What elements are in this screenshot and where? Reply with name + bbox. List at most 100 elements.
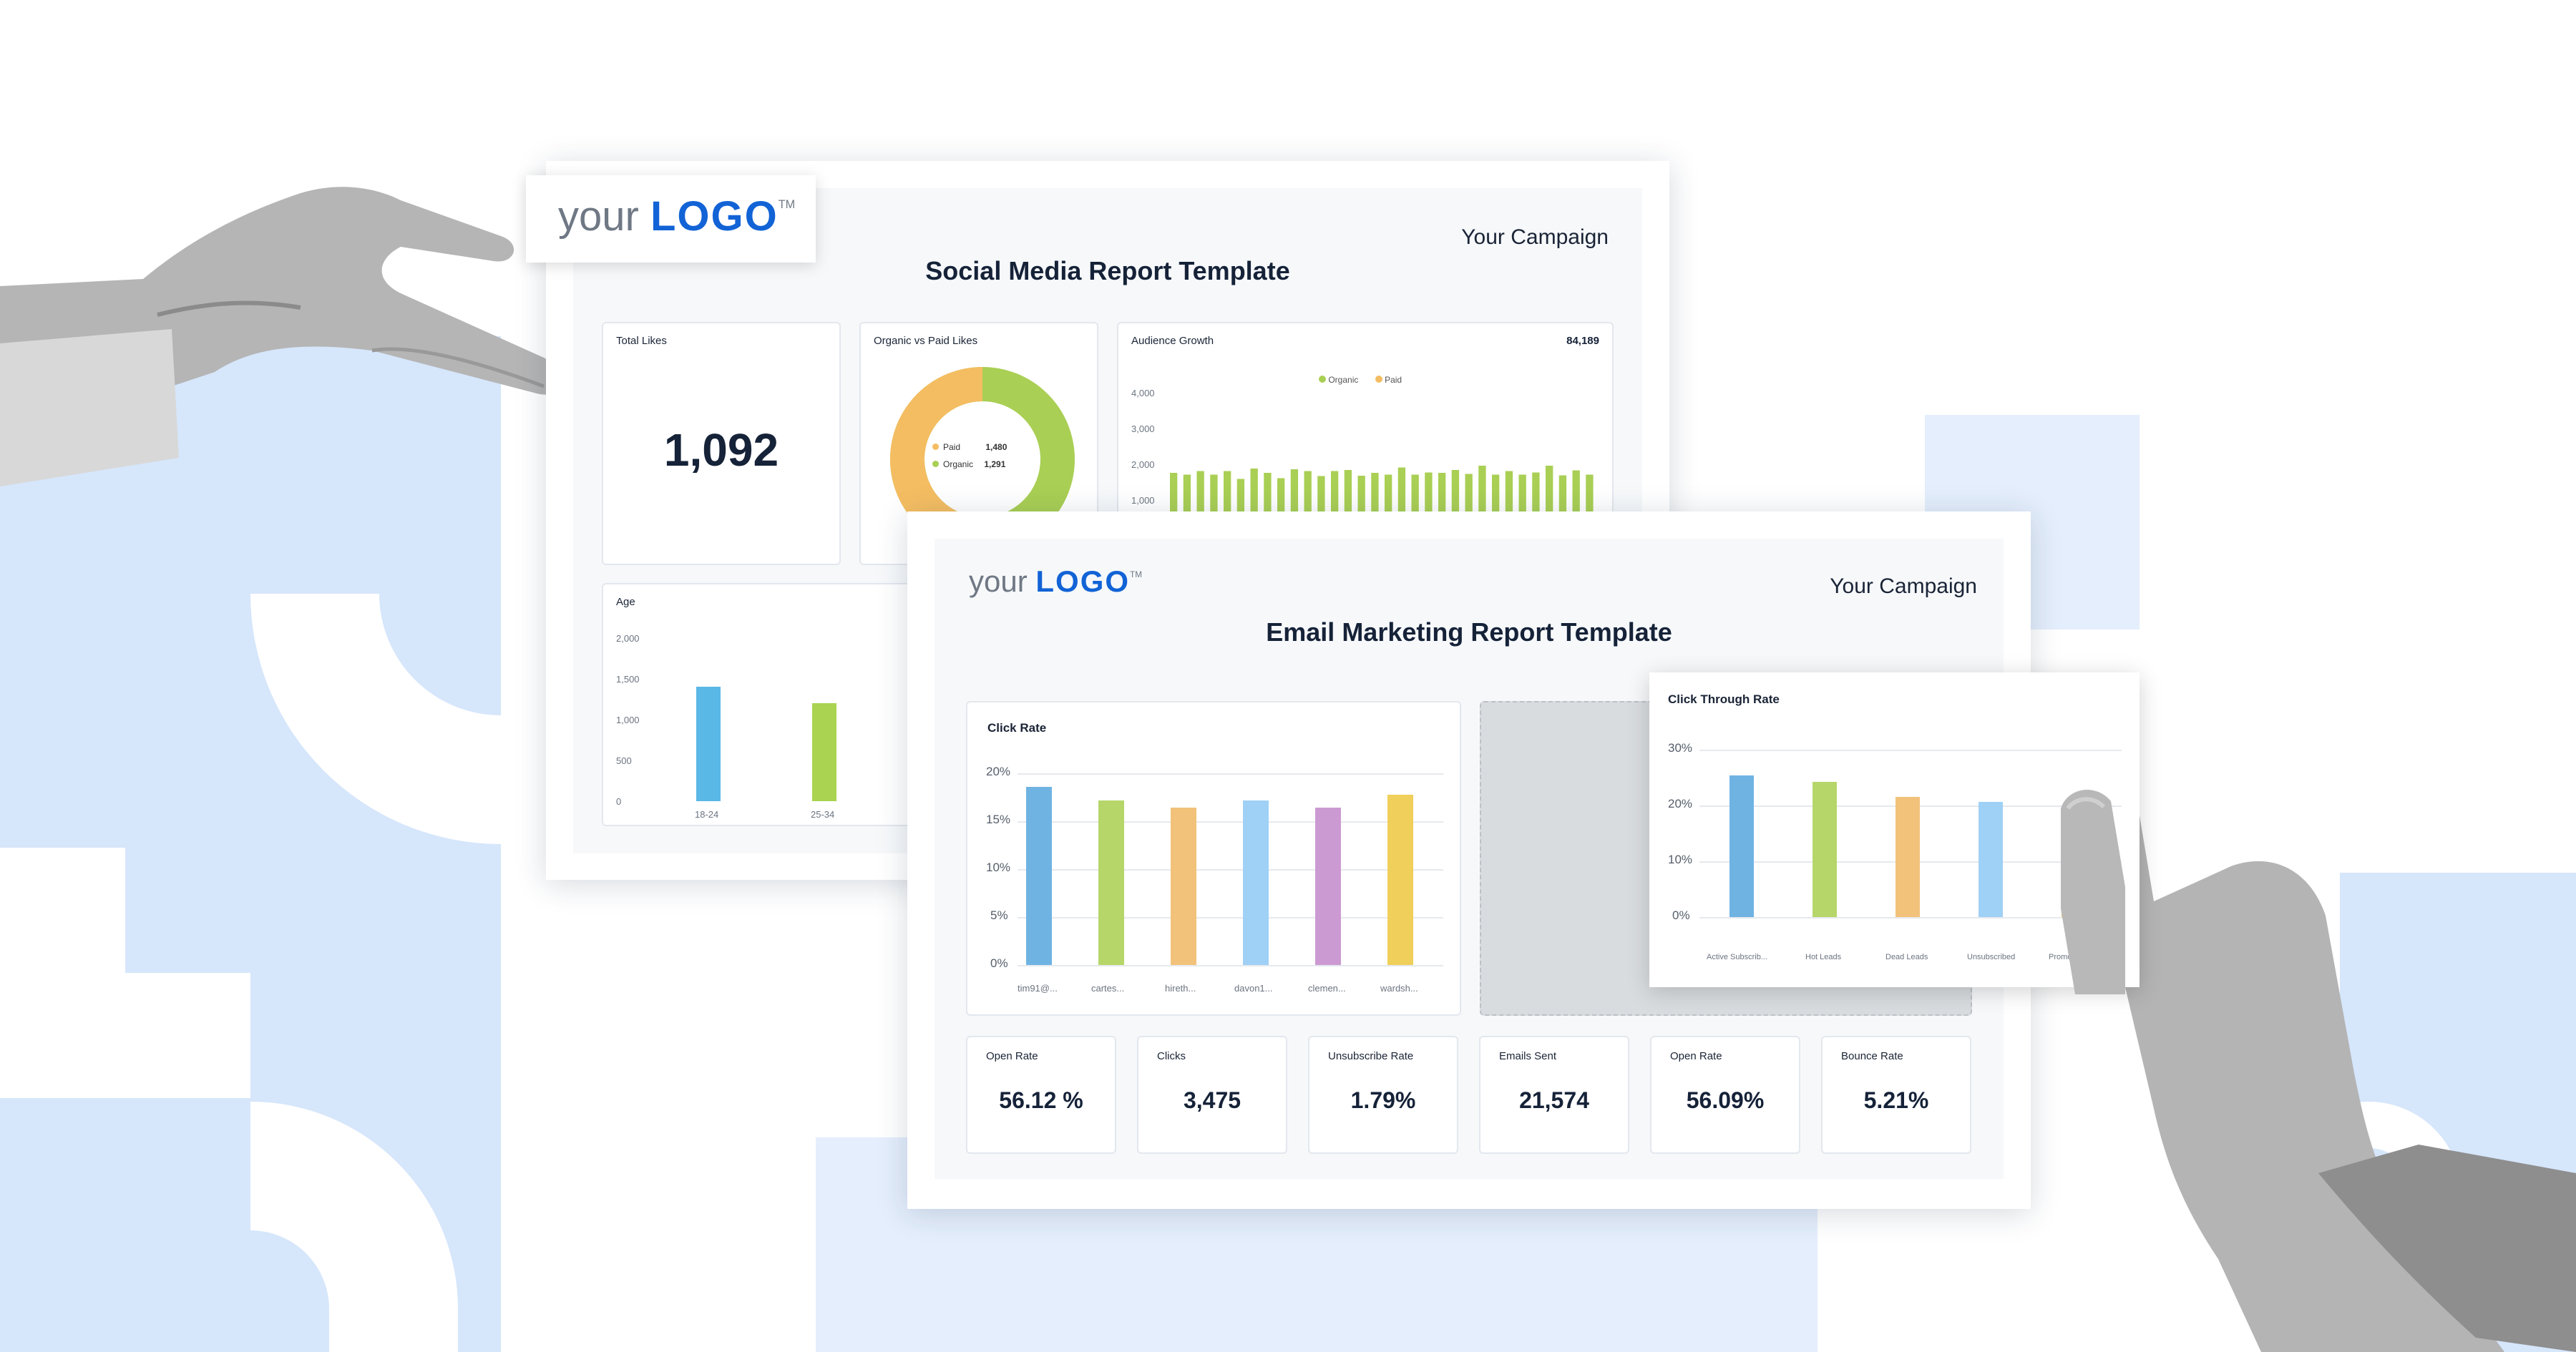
audience-bar-organic	[1317, 476, 1325, 521]
total-likes-label: Total Likes	[616, 335, 667, 347]
metric-label: Open Rate	[986, 1050, 1038, 1062]
audience-bar-organic	[1518, 474, 1526, 518]
metric-value: 56.09%	[1686, 1087, 1765, 1113]
metric-card-open-rate: Open Rate 56.12 %	[966, 1036, 1116, 1154]
cr-grid-0	[1018, 965, 1443, 966]
ctr-bar-2	[1813, 782, 1837, 917]
cr-bar-4	[1243, 800, 1269, 965]
bg-white-block-left	[0, 848, 125, 973]
ctr-label: Click Through Rate	[1668, 692, 1780, 706]
email-campaign-label: Your Campaign	[1830, 574, 1977, 598]
audience-bar-organic	[1224, 471, 1231, 518]
logo-email-logo-text: LOGO	[1035, 564, 1131, 598]
donut-legend-paid: Paid 1,480	[932, 442, 1007, 452]
cr-cat-5: clemen...	[1308, 983, 1346, 994]
audience-bar-organic	[1331, 471, 1339, 519]
paid-legend-value: 1,480	[985, 442, 1008, 452]
metric-label: Bounce Rate	[1841, 1050, 1903, 1062]
audience-bar-organic	[1492, 474, 1500, 521]
audience-bar-organic	[1451, 470, 1460, 520]
audience-bar-organic	[1478, 466, 1486, 519]
metric-card-open-rate-2: Open Rate 56.09%	[1650, 1036, 1800, 1154]
age-tick-2000: 2,000	[616, 633, 640, 644]
logo-email-tm-text: TM	[1130, 570, 1143, 579]
metric-label: Unsubscribe Rate	[1328, 1050, 1414, 1062]
cr-tick-5: 5%	[990, 908, 1008, 922]
metric-card-bounce-rate: Bounce Rate 5.21%	[1821, 1036, 1971, 1154]
cr-grid-15	[1018, 821, 1443, 823]
audience-bar-organic	[1586, 474, 1594, 519]
audience-bar-organic	[1546, 466, 1553, 519]
cr-tick-15: 15%	[986, 813, 1011, 826]
audience-growth-total: 84,189	[1566, 335, 1599, 347]
cr-bar-5	[1315, 808, 1341, 965]
age-tick-0: 0	[616, 796, 622, 807]
cr-grid-20	[1018, 773, 1443, 775]
cr-tick-10: 10%	[986, 861, 1011, 874]
audience-bar-organic	[1236, 479, 1245, 520]
ctr-grid-30	[1699, 750, 2122, 751]
total-likes-card: Total Likes 1,092	[602, 322, 841, 565]
cr-cat-6: wardsh...	[1380, 983, 1418, 994]
audience-tick-2000: 2,000	[1131, 459, 1155, 470]
audience-bar-organic	[1425, 472, 1433, 521]
audience-bar-organic	[1357, 476, 1365, 519]
audience-bar-organic	[1505, 471, 1513, 519]
age-cat-18-24: 18-24	[695, 809, 719, 820]
click-rate-label: Click Rate	[987, 721, 1047, 735]
audience-tick-3000: 3,000	[1131, 423, 1155, 434]
logo-email-your-text: your	[969, 564, 1028, 598]
cr-cat-2: cartes...	[1091, 983, 1125, 994]
organic-vs-paid-label: Organic vs Paid Likes	[874, 335, 978, 347]
audience-bar-organic	[1465, 474, 1473, 519]
age-label: Age	[616, 596, 635, 608]
logo-card-top: your LOGOTM	[526, 175, 816, 263]
cr-bar-2	[1098, 800, 1124, 965]
age-tick-1500: 1,500	[616, 674, 640, 685]
cr-bar-1	[1026, 787, 1052, 965]
cr-grid-5	[1018, 917, 1443, 919]
cr-cat-4: davon1...	[1234, 983, 1273, 994]
logo-tm-text: TM	[778, 198, 796, 211]
audience-bar-organic	[1397, 467, 1406, 519]
age-bar-18-24	[696, 687, 721, 801]
audience-legend-organic: Organic	[1328, 375, 1359, 385]
cr-cat-1: tim91@...	[1018, 983, 1058, 994]
age-tick-1000: 1,000	[616, 715, 640, 725]
organic-legend-label: Organic	[943, 459, 974, 469]
ctr-tick-20: 20%	[1668, 797, 1693, 810]
audience-bar-organic	[1196, 471, 1204, 521]
cr-tick-20: 20%	[986, 765, 1011, 778]
ctr-cat-1: Active Subscrib...	[1707, 953, 1767, 961]
metric-label: Emails Sent	[1499, 1050, 1557, 1062]
ctr-bar-3	[1896, 797, 1920, 917]
metric-value: 21,574	[1519, 1087, 1589, 1113]
paid-legend-dot-icon	[1375, 376, 1382, 383]
donut-legend-organic: Organic 1,291	[932, 459, 1005, 469]
ctr-tick-0: 0%	[1672, 908, 1690, 922]
audience-bar-organic	[1277, 478, 1285, 521]
metric-value: 3,475	[1183, 1087, 1241, 1113]
audience-bar-organic	[1264, 473, 1272, 519]
age-bar-25-34	[812, 703, 836, 801]
metric-card-clicks: Clicks 3,475	[1137, 1036, 1287, 1154]
metric-value: 56.12 %	[999, 1087, 1083, 1113]
click-rate-card: Click Rate 20% 15% 10% 5% 0% tim91@... c…	[966, 701, 1461, 1016]
total-likes-value: 1,092	[663, 424, 779, 476]
email-report-title: Email Marketing Report Template	[1266, 617, 1672, 647]
metric-value: 1.79%	[1350, 1087, 1416, 1113]
metric-card-emails-sent: Emails Sent 21,574	[1479, 1036, 1629, 1154]
organic-legend-dot-icon	[1319, 376, 1326, 383]
audience-tick-1000: 1,000	[1131, 495, 1155, 506]
social-report-title: Social Media Report Template	[925, 256, 1290, 285]
ctr-bar-4	[1979, 802, 2003, 917]
logo-email: your LOGOTM	[969, 564, 1142, 599]
cr-bar-6	[1387, 795, 1413, 965]
logo-your-text: your	[558, 193, 639, 240]
age-tick-500: 500	[616, 755, 632, 766]
age-card: Age 2,000 1,500 1,000 500 0 18-24 25-34	[602, 583, 912, 826]
audience-bar-organic	[1304, 471, 1312, 518]
metric-label: Clicks	[1157, 1050, 1186, 1062]
ctr-cat-4: Unsubscribed	[1967, 953, 2016, 961]
cr-bar-3	[1171, 808, 1196, 965]
